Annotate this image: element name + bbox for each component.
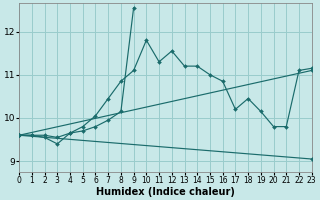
X-axis label: Humidex (Indice chaleur): Humidex (Indice chaleur): [96, 187, 235, 197]
